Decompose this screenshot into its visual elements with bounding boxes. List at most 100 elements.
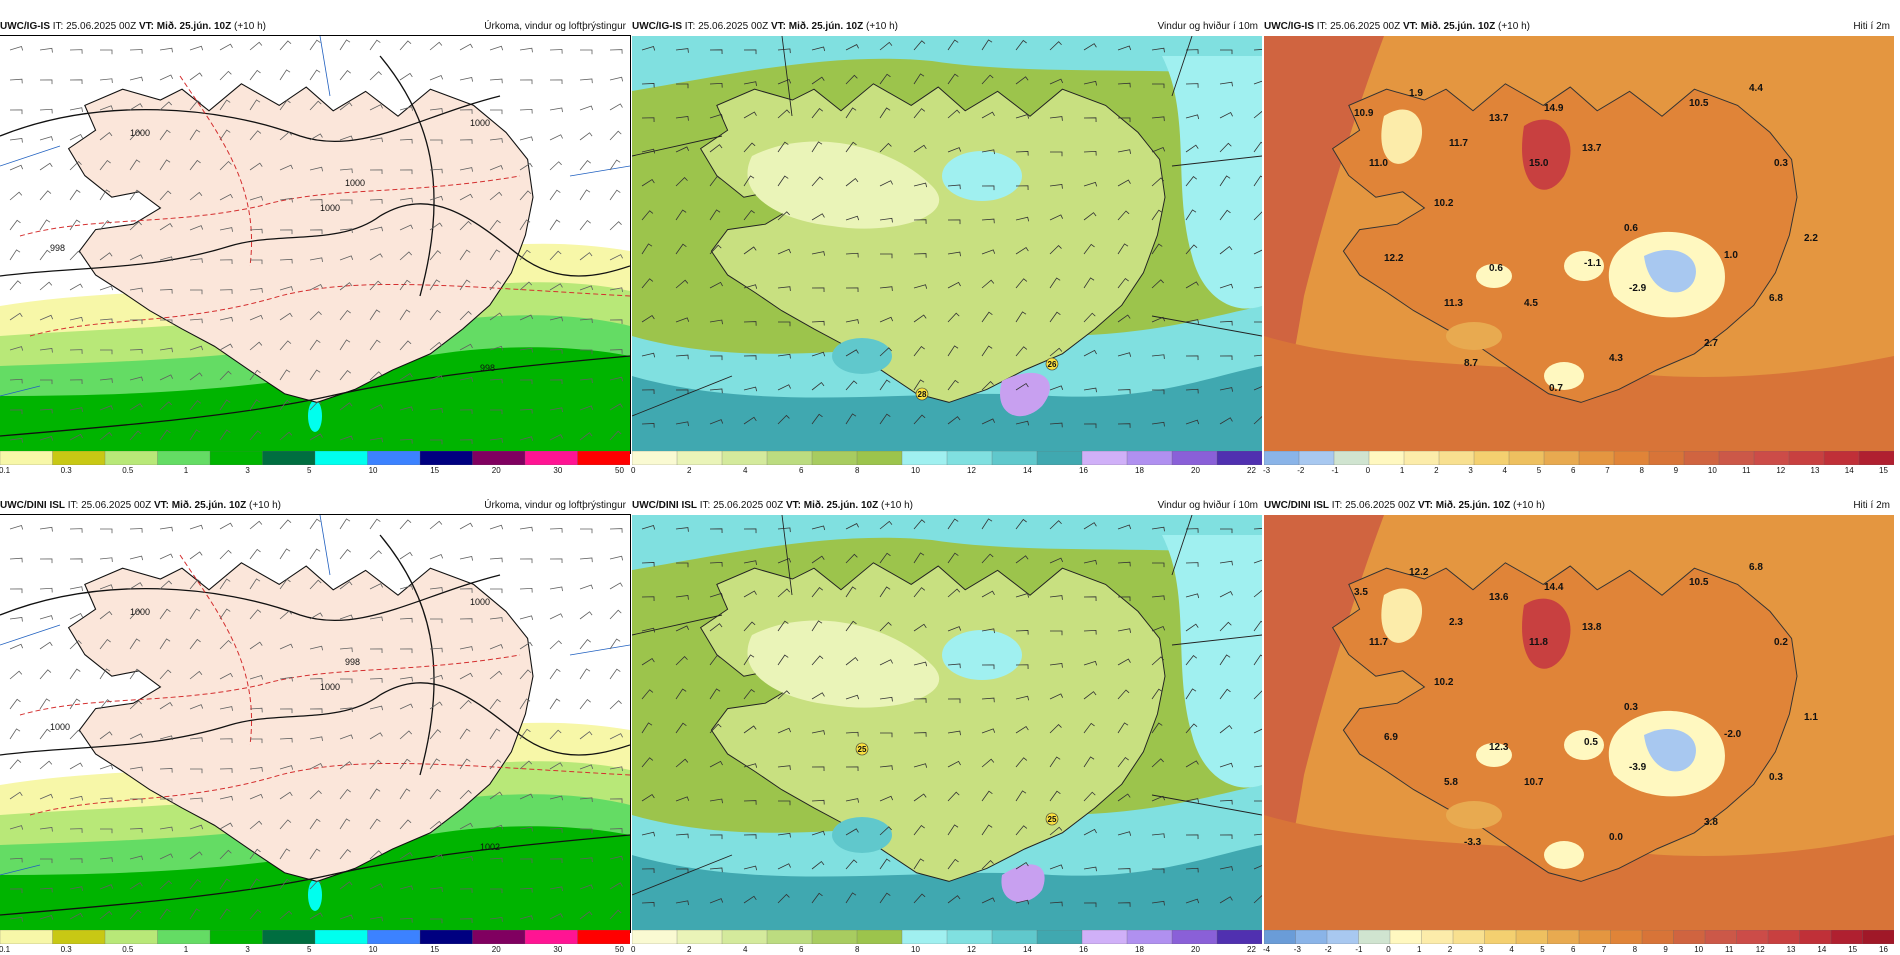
station-temperature: 6.8	[1749, 562, 1763, 573]
isobar-label: 1000	[320, 682, 340, 692]
station-temperature: 10.5	[1689, 98, 1709, 109]
colorbar-swatch	[766, 930, 813, 944]
init-time: IT: 25.06.2025 00Z	[52, 21, 137, 32]
colorbar-swatch	[1389, 930, 1423, 944]
precip-map[interactable]: 1000 1000 1000 998 1000 1002	[0, 514, 631, 933]
gust-marker	[855, 742, 869, 756]
colorbar-swatch	[1641, 930, 1675, 944]
colorbar-swatch	[1421, 930, 1454, 944]
isobar-label: 1000	[50, 722, 70, 732]
colorbar-swatch	[1171, 930, 1218, 944]
colorbar-label: 5	[1536, 466, 1542, 475]
colorbar-swatch	[209, 930, 264, 944]
colorbar-swatch	[1823, 451, 1860, 465]
colorbar-swatch	[367, 451, 421, 465]
wind-map[interactable]: 25 25	[632, 515, 1262, 932]
station-temperature: 1.1	[1804, 712, 1818, 723]
valid-time: VT: Mið. 25.jún. 10Z	[785, 500, 879, 511]
colorbar-swatch	[157, 930, 211, 944]
wind-barbs	[641, 518, 1262, 908]
temperature-map[interactable]: 10.9 1.9 4.4 11.7 13.7 14.9 10.5 11.0 15.0 13.7 0.…	[1264, 36, 1894, 453]
lead-time: (+10 h)	[1513, 500, 1545, 511]
colorbar-swatch	[721, 930, 768, 944]
model-name: UWC/DINI ISL	[632, 500, 697, 511]
temp-map-canvas: 10.9 1.9 4.4 11.7 13.7 14.9 10.5 11.0 15.0 13.7 0.…	[1264, 36, 1894, 453]
colorbar-label: 8	[855, 466, 860, 475]
gust-marker	[915, 387, 929, 401]
temperature-map[interactable]: 3.5 12.2 6.8 2.3 13.6 14.4 10.5 11.7 11.8 13.8 0.2…	[1264, 515, 1894, 932]
wind-band	[1162, 535, 1262, 788]
colorbar-labels: -4 -3 -2 -1 0 1 2 3 4 5 6 7 8 9 10 11 12 13 14 15 16	[1263, 945, 1894, 955]
colorbar-swatch	[1216, 451, 1262, 465]
colorbar-swatch	[1515, 930, 1549, 944]
model-name: UWC/IG-IS	[1264, 21, 1314, 32]
colorbar-swatches	[632, 451, 1262, 465]
colorbar-swatch	[1452, 930, 1486, 944]
panel-header: UWC/IG-IS IT: 25.06.2025 00Z VT: Mið. 25…	[1264, 18, 1894, 36]
panel-title: Vindur og hviður í 10m	[1157, 500, 1258, 511]
panel-title: Hiti í 2m	[1853, 500, 1890, 511]
cool-area	[1564, 730, 1604, 760]
isobar-label: 1000	[470, 597, 490, 607]
panel-header: UWC/DINI ISL IT: 25.06.2025 00Z VT: Mið.…	[632, 497, 1262, 515]
cool-area	[1476, 743, 1512, 767]
model-name: UWC/DINI ISL	[1264, 500, 1329, 511]
colorbar-swatch	[1578, 930, 1612, 944]
colorbar-swatch	[946, 930, 993, 944]
station-temperature: 12.3	[1489, 742, 1509, 753]
station-temperature: 4.3	[1609, 353, 1623, 364]
colorbar-swatch	[811, 930, 858, 944]
colorbar-swatches	[1264, 930, 1894, 944]
gust-value: 26	[1048, 360, 1057, 369]
temperature-colorbar: -3 -2 -1 0 1 2 3 4 5 6 7 8 9 10 11 12 13 14 15	[1263, 451, 1894, 475]
init-time: IT: 25.06.2025 00Z	[1331, 500, 1416, 511]
colorbar-label: 2	[1434, 466, 1439, 475]
valid-time: VT: Mið. 25.jún. 10Z	[138, 21, 232, 32]
colorbar-label: 6	[799, 466, 804, 475]
station-temperature: 0.6	[1489, 263, 1503, 274]
temperature-colorbar: -4 -3 -2 -1 0 1 2 3 4 5 6 7 8 9 10 11 12 13 14 15 16	[1263, 930, 1894, 955]
wind-map[interactable]: 28 26	[632, 36, 1262, 453]
wind-band	[832, 817, 892, 853]
station-temperature: -3.9	[1629, 762, 1647, 773]
precip-map-canvas: 1000 1000 998 1000 1000 998	[0, 36, 630, 453]
gust-max-area	[1001, 864, 1045, 902]
valid-time: VT: Mið. 25.jún. 10Z	[770, 21, 864, 32]
colorbar-labels: 0 2 4 6 8 10 12 14 16 18 20 22	[631, 466, 1262, 476]
station-temperature: 4.5	[1524, 298, 1538, 309]
colorbar-label: 12	[967, 466, 976, 475]
gust-value: 25	[858, 745, 867, 754]
cool-area	[1381, 588, 1423, 643]
colorbar-label: 0	[631, 466, 636, 475]
station-temperature: 13.7	[1582, 143, 1602, 154]
model-name: UWC/IG-IS	[0, 21, 50, 32]
isobar-label: 998	[480, 363, 495, 373]
colorbar-swatch	[524, 930, 579, 944]
colorbar-label: -1	[1331, 466, 1339, 475]
colorbar-label: 0.3	[60, 466, 72, 475]
station-temperature: 5.8	[1444, 777, 1458, 788]
colorbar-swatch	[209, 451, 264, 465]
cold-area	[1644, 729, 1696, 772]
station-temperature: 12.2	[1384, 253, 1404, 264]
colorbar-label: 20	[1191, 466, 1200, 475]
colorbar-label: 18	[1135, 466, 1144, 475]
panel-header: UWC/IG-IS IT: 25.06.2025 00Z VT: Mið. 25…	[632, 18, 1262, 36]
colorbar-swatch	[901, 451, 948, 465]
cool-area	[1476, 264, 1512, 288]
wind-colorbar: 0 2 4 6 8 10 12 14 16 18 20 22	[631, 930, 1262, 954]
station-temperature: 14.4	[1544, 582, 1564, 593]
colorbar-label: 10	[1707, 466, 1717, 475]
precip-map[interactable]: 1000 1000 998 1000 1000 998	[0, 35, 631, 454]
colorbar-label: -2	[1297, 466, 1305, 475]
colorbar-swatch	[1298, 451, 1335, 465]
colorbar-swatch	[766, 451, 813, 465]
colorbar-swatch	[1216, 930, 1262, 944]
colorbar-swatch	[52, 930, 106, 944]
colorbar-label: 12	[1776, 466, 1786, 475]
station-temperature: 0.0	[1609, 832, 1623, 843]
colorbar-swatches	[0, 451, 630, 465]
colorbar-swatch	[1358, 930, 1391, 944]
wind-band	[832, 338, 892, 374]
colorbar-swatch	[1484, 930, 1517, 944]
